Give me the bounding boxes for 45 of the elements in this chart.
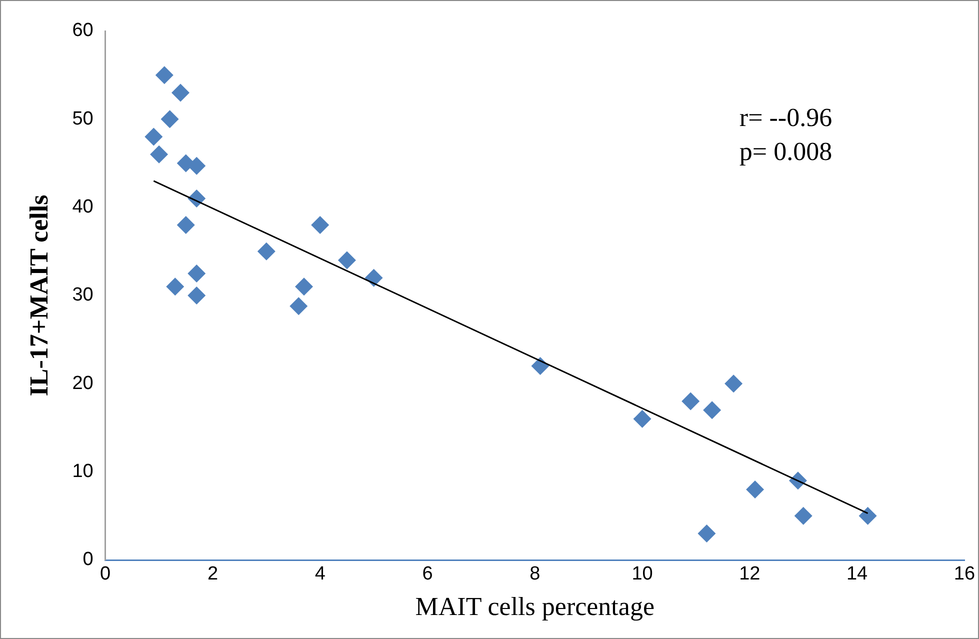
point [176, 216, 195, 234]
x-tick-label: 0 [100, 564, 111, 585]
point [188, 264, 206, 282]
x-tick-label: 14 [846, 564, 868, 585]
point [364, 268, 383, 287]
point [188, 156, 206, 175]
annotation: p= 0.008 [739, 137, 832, 166]
point [257, 242, 276, 260]
point [188, 286, 206, 304]
point [746, 480, 764, 498]
point [858, 506, 877, 525]
y-tick-label: 0 [82, 549, 94, 570]
x-tick-label: 8 [530, 564, 540, 585]
point [295, 278, 313, 296]
point [682, 392, 700, 410]
y-tick-label: 30 [72, 284, 94, 306]
point [698, 524, 716, 543]
x-tick-label: 12 [739, 564, 760, 585]
point [311, 216, 330, 234]
point [290, 297, 308, 316]
x-tick-label: 2 [207, 564, 218, 585]
y-axis-title: IL-17+MAIT cells [24, 194, 54, 396]
point [150, 145, 168, 164]
point [172, 84, 190, 102]
point [160, 110, 179, 128]
point [338, 251, 356, 270]
x-tick-label: 10 [632, 564, 653, 585]
y-tick-label: 40 [72, 196, 94, 218]
point [724, 374, 743, 393]
point [794, 506, 812, 525]
point [155, 66, 174, 84]
y-tick-label: 60 [72, 20, 94, 42]
y-tick-label: 10 [72, 461, 94, 482]
y-tick-label: 20 [72, 372, 94, 394]
point [166, 278, 184, 296]
x-axis-title: MAIT cells percentage [415, 592, 654, 622]
annotation: r= --0.96 [739, 103, 832, 132]
point [144, 128, 163, 146]
point [531, 357, 550, 376]
y-tick-label: 50 [72, 108, 94, 130]
x-tick-label: 4 [314, 564, 326, 585]
x-tick-label: 16 [954, 564, 976, 585]
point [633, 410, 652, 428]
point [703, 401, 722, 420]
x-tick-label: 6 [422, 564, 433, 585]
